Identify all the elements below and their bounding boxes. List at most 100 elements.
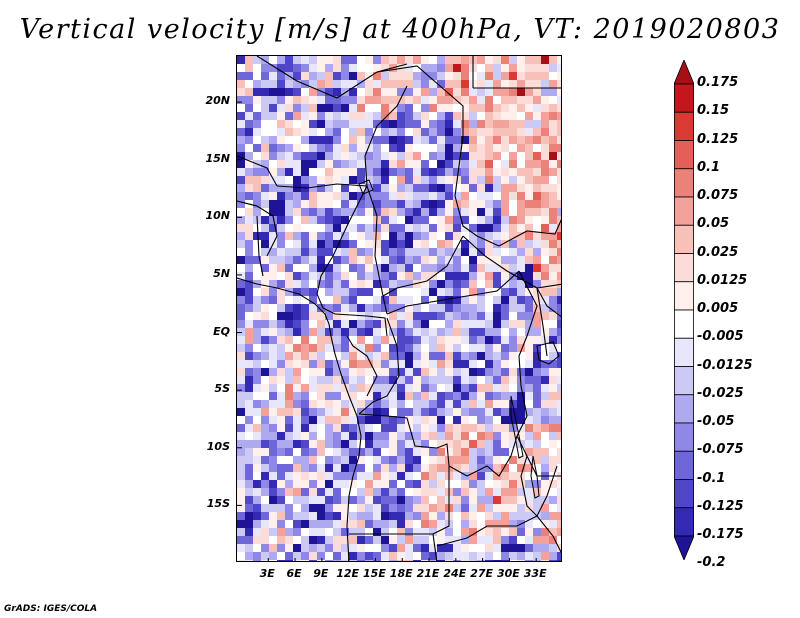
field-cell — [493, 184, 502, 193]
field-cell — [533, 536, 542, 545]
field-cell — [269, 336, 278, 345]
field-cell — [285, 192, 294, 201]
field-cell — [485, 544, 494, 553]
field-cell — [421, 480, 430, 489]
field-cell — [501, 216, 510, 225]
field-cell — [389, 424, 398, 433]
field-cell — [309, 64, 318, 73]
field-cell — [525, 232, 534, 241]
field-cell — [365, 136, 374, 145]
field-cell — [525, 176, 534, 185]
field-cell — [493, 224, 502, 233]
field-cell — [365, 104, 374, 113]
field-cell — [237, 416, 246, 425]
field-cell — [357, 160, 366, 169]
field-cell — [517, 496, 526, 505]
field-cell — [325, 496, 334, 505]
field-cell — [269, 504, 278, 513]
field-cell — [509, 88, 518, 97]
field-cell — [413, 192, 422, 201]
field-cell — [429, 408, 438, 417]
field-cell — [557, 272, 561, 281]
field-cell — [301, 120, 310, 129]
field-cell — [501, 320, 510, 329]
field-cell — [389, 552, 398, 561]
field-cell — [373, 552, 382, 561]
field-cell — [301, 416, 310, 425]
field-cell — [365, 216, 374, 225]
field-cell — [445, 552, 454, 561]
field-cell — [293, 472, 302, 481]
field-cell — [341, 184, 350, 193]
field-cell — [501, 64, 510, 73]
field-cell — [245, 152, 254, 161]
coastline — [237, 277, 362, 561]
field-cell — [525, 296, 534, 305]
field-cell — [461, 264, 470, 273]
field-cell — [477, 128, 486, 137]
field-cell — [517, 320, 526, 329]
field-cell — [533, 368, 542, 377]
field-cell — [245, 328, 254, 337]
field-cell — [509, 480, 518, 489]
colorbar-box — [674, 450, 694, 480]
field-cell — [261, 368, 270, 377]
field-cell — [541, 560, 550, 561]
field-cell — [437, 424, 446, 433]
field-cell — [277, 328, 286, 337]
field-cell — [461, 408, 470, 417]
field-cell — [317, 528, 326, 537]
field-cell — [461, 200, 470, 209]
field-cell — [293, 424, 302, 433]
field-cell — [381, 520, 390, 529]
field-cell — [405, 216, 414, 225]
field-cell — [333, 352, 342, 361]
field-cell — [477, 208, 486, 217]
field-cell — [445, 208, 454, 217]
field-cell — [317, 296, 326, 305]
field-cell — [485, 504, 494, 513]
field-cell — [501, 328, 510, 337]
field-cell — [453, 320, 462, 329]
field-cell — [269, 456, 278, 465]
field-cell — [309, 512, 318, 521]
field-cell — [413, 384, 422, 393]
field-cell — [381, 176, 390, 185]
lat-label: 10S — [206, 439, 230, 453]
field-cell — [269, 104, 278, 113]
field-cell — [533, 400, 542, 409]
field-cell — [429, 160, 438, 169]
field-cell — [517, 104, 526, 113]
field-cell — [309, 488, 318, 497]
field-cell — [533, 136, 542, 145]
field-cell — [437, 80, 446, 89]
field-cell — [437, 336, 446, 345]
field-cell — [485, 392, 494, 401]
field-cell — [477, 440, 486, 449]
field-cell — [365, 208, 374, 217]
field-cell — [261, 80, 270, 89]
field-cell — [301, 464, 310, 473]
field-cell — [501, 144, 510, 153]
field-cell — [525, 480, 534, 489]
field-cell — [477, 432, 486, 441]
field-cell — [429, 296, 438, 305]
field-cell — [317, 56, 326, 65]
field-cell — [445, 160, 454, 169]
field-cell — [445, 368, 454, 377]
field-cell — [461, 360, 470, 369]
field-cell — [285, 512, 294, 521]
field-cell — [317, 464, 326, 473]
field-cell — [557, 176, 561, 185]
field-cell — [301, 216, 310, 225]
grads-credit: GrADS: IGES/COLA — [4, 604, 98, 614]
field-cell — [477, 96, 486, 105]
colorbar-label: 0.1 — [697, 159, 721, 175]
field-cell — [533, 408, 542, 417]
field-cell — [501, 272, 510, 281]
field-cell — [453, 496, 462, 505]
field-cell — [485, 240, 494, 249]
field-cell — [325, 104, 334, 113]
field-cell — [237, 384, 246, 393]
field-cell — [421, 224, 430, 233]
